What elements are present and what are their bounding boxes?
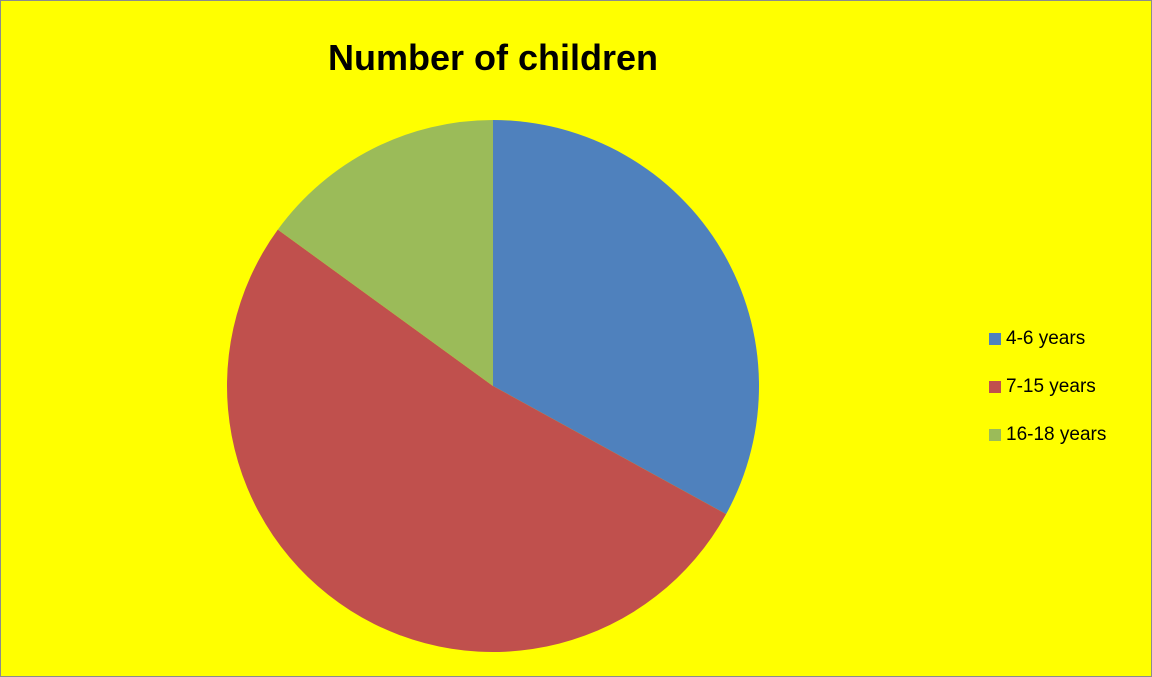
legend-item-7-15-years: 7-15 years: [989, 375, 1106, 399]
pie-slice-7-15-years: [227, 229, 727, 652]
legend-swatch-16-18-years: [989, 429, 1001, 441]
legend: 4-6 years 7-15 years 16-18 years: [989, 327, 1106, 471]
pie-slice-4-6-years: [493, 120, 760, 515]
legend-label-4-6-years: 4-6 years: [1006, 328, 1086, 349]
legend-item-4-6-years: 4-6 years: [989, 327, 1106, 351]
legend-swatch-7-15-years: [989, 381, 1001, 393]
legend-swatch-4-6-years: [989, 333, 1001, 345]
legend-item-16-18-years: 16-18 years: [989, 423, 1106, 447]
legend-label-16-18-years: 16-18 years: [1006, 424, 1107, 445]
pie-slices: [227, 119, 760, 652]
legend-label-7-15-years: 7-15 years: [1006, 376, 1096, 397]
chart-title: Number of children: [327, 37, 659, 78]
pie-slice-16-18-years: [277, 119, 493, 386]
pie-chart: [227, 119, 760, 652]
